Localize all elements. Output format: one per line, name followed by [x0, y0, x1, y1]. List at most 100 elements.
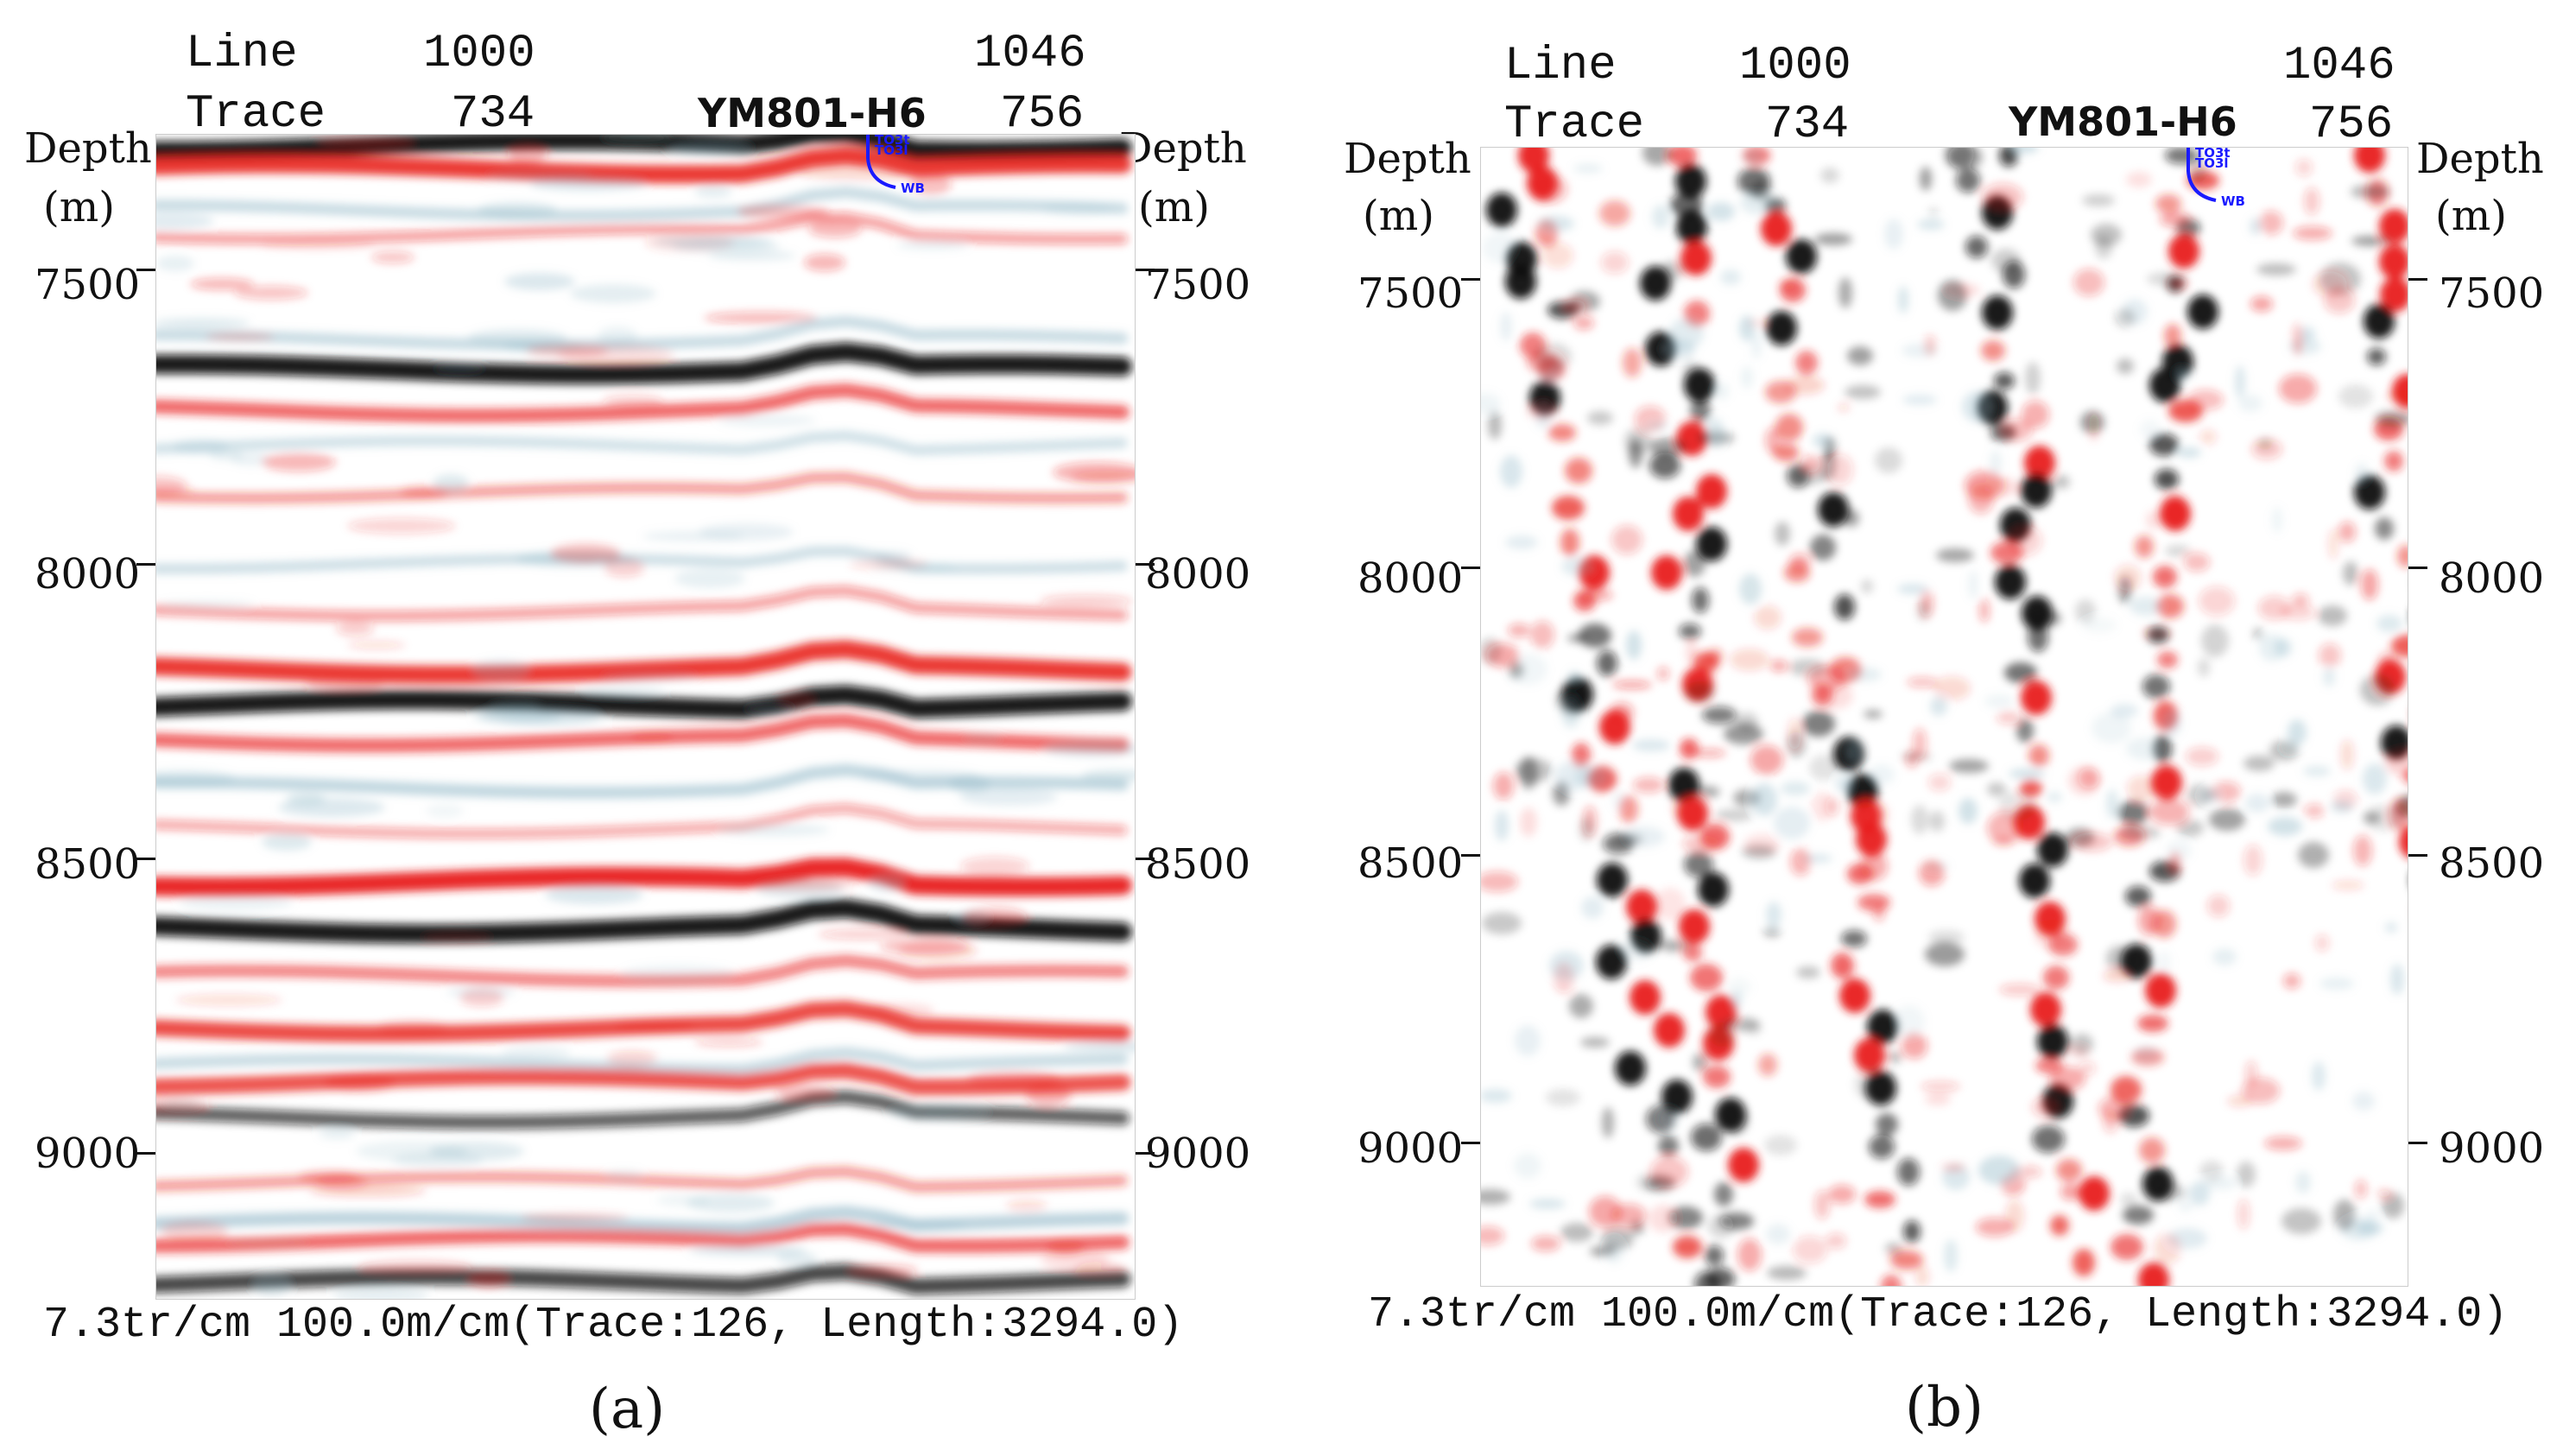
attribute-blob: [1488, 410, 1502, 440]
reflection-blob: [529, 177, 647, 191]
attribute-blob: [2340, 739, 2354, 770]
reflection-blob: [155, 1098, 209, 1115]
attribute-blob: [1907, 677, 1938, 687]
plot-frame: [155, 134, 1136, 1300]
attribute-blob: [1978, 1155, 2020, 1185]
attribute-blob: [1707, 202, 1735, 221]
attribute-blob: [2142, 674, 2170, 699]
attribute-blob: [1875, 447, 1902, 473]
reflection-blob: [545, 885, 643, 904]
attribute-blob: [1486, 193, 1517, 227]
attribute-blob: [2162, 710, 2181, 736]
attribute-blob: [1944, 1239, 1958, 1272]
attribute-blob: [2156, 1184, 2187, 1201]
reflector: [155, 430, 1128, 456]
attribute-blob: [1792, 628, 1823, 647]
attribute-blob: [1708, 1214, 1734, 1238]
reflection-blob: [262, 453, 336, 472]
attribute-blob: [1873, 904, 1885, 921]
attribute-blob: [1766, 902, 1781, 927]
attribute-blob: [1968, 570, 1978, 599]
attribute-blob: [2364, 805, 2403, 831]
reflection-blob: [231, 453, 270, 465]
attribute-blob: [1838, 956, 1857, 980]
reflector: [155, 640, 1132, 684]
reflection-blob: [582, 684, 665, 696]
attribute-blob: [1965, 471, 2004, 500]
attribute-blob: [1714, 1182, 1733, 1206]
attribute-blob: [2355, 463, 2369, 485]
attribute-blob: [2189, 1181, 2210, 1206]
attribute-blob: [2073, 269, 2104, 296]
attribute-blob: [1668, 147, 1697, 167]
reflection-blob: [478, 202, 557, 218]
attribute-blob: [1981, 340, 2005, 361]
attribute-blob: [2111, 704, 2138, 718]
attribute-blob: [1599, 200, 1630, 226]
attribute-blob: [1515, 1025, 1541, 1056]
attribute-blob: [1480, 1226, 1504, 1245]
attribute-blob: [2364, 813, 2381, 823]
attribute-blob: [1505, 264, 1536, 299]
attribute-blob: [1982, 183, 2023, 211]
attribute-blob: [1814, 1190, 1830, 1219]
attribute-blob: [2075, 599, 2096, 624]
attribute-blob: [1915, 1266, 1929, 1287]
attribute-blob: [2049, 1067, 2085, 1091]
well-name-label: YM801-H6: [698, 90, 927, 136]
attribute-blob: [2264, 1136, 2302, 1150]
attribute-blob: [1802, 711, 1835, 737]
attribute-blob: [2304, 187, 2319, 215]
attribute-blob: [1579, 624, 1611, 648]
attribute-blob: [1938, 280, 1967, 311]
reflection-blob: [778, 692, 816, 709]
reflection-blob: [155, 769, 235, 788]
attribute-blob: [1529, 1199, 1566, 1209]
attribute-blob: [1788, 659, 1826, 676]
reflection-blob: [253, 1275, 291, 1295]
attribute-blob: [1567, 634, 1586, 643]
depth-unit-left: (m): [43, 183, 115, 231]
reflection-blob: [694, 186, 732, 198]
depth-tick-right: 9000: [2439, 1124, 2545, 1173]
reflection-blob: [557, 345, 674, 364]
reflection-blob: [1041, 1250, 1110, 1269]
depth-tick-mark: [1136, 857, 1155, 860]
attribute-blob: [1987, 782, 2006, 796]
depth-tick-mark: [2408, 566, 2427, 569]
attribute-blob: [1775, 522, 1790, 546]
reflection-blob: [156, 256, 194, 271]
attribute-blob: [1560, 529, 1579, 556]
reflection-blob: [601, 134, 672, 142]
attribute-blob: [2006, 525, 2042, 556]
attribute-blob: [1844, 510, 1859, 527]
attribute-blob: [2166, 840, 2192, 861]
attribute-blob: [2009, 769, 2045, 779]
attribute-blob: [1746, 1022, 1762, 1035]
attribute-blob: [1750, 180, 1771, 200]
well-marker-label: TO3t: [875, 134, 910, 148]
attribute-blob: [2157, 951, 2171, 973]
attribute-blob: [2157, 651, 2178, 668]
reflection-blob: [737, 205, 830, 218]
attribute-blob: [1500, 312, 1512, 341]
depth-tick-right: 8000: [2439, 554, 2545, 603]
attribute-blob: [2379, 244, 2408, 279]
attribute-blob: [1847, 668, 1882, 681]
attribute-blob: [1480, 871, 1518, 892]
reflection-blob: [347, 641, 406, 649]
reflection-blob: [967, 1071, 1062, 1086]
attribute-blob: [2142, 627, 2173, 639]
attribute-blob: [2250, 296, 2273, 312]
attribute-blob: [1486, 643, 1519, 668]
reflection-blob: [521, 1213, 630, 1222]
attribute-blob: [1897, 584, 1928, 594]
attribute-blob: [2187, 389, 2224, 410]
attribute-blob: [1690, 964, 1723, 991]
attribute-blob: [1562, 300, 1586, 313]
attribute-blob: [1864, 710, 1883, 719]
attribute-blob: [1949, 759, 1989, 773]
seismic-panel-a: Line 1000 1046 Trace 734 YM801-H6 756 De…: [24, 31, 1250, 1438]
reflection-blob: [173, 439, 228, 454]
attribute-blob: [1742, 845, 1776, 858]
